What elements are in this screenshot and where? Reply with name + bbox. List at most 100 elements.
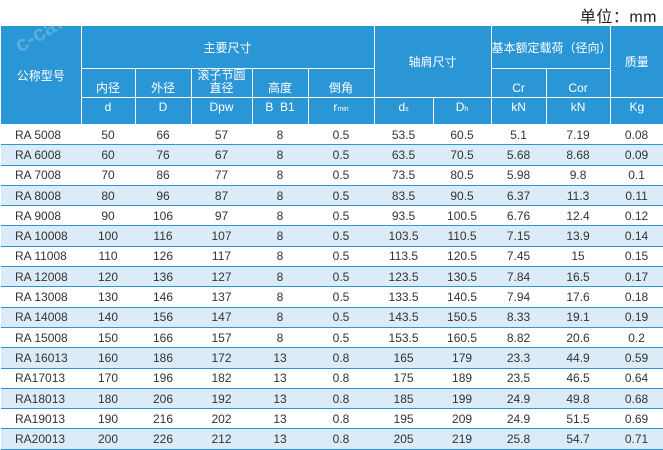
cell-cr: 23.5 xyxy=(491,368,547,389)
header-dpw-symbol: Dpw xyxy=(191,97,253,125)
cell-chamfer: 0.5 xyxy=(308,327,375,349)
cell-chamfer: 0.5 xyxy=(308,165,375,186)
header-main-dimensions: 主要尺寸 xyxy=(81,26,375,69)
cell-mass: 0.08 xyxy=(610,124,663,146)
cell-chamfer: 0.5 xyxy=(308,286,375,308)
header-r-symbol: rmin xyxy=(308,97,375,125)
cell-height: 13 xyxy=(252,408,308,430)
cell-dh: 90.5 xyxy=(433,185,492,207)
cell-cr: 7.94 xyxy=(491,286,547,308)
header-cor-unit: kN xyxy=(546,97,611,125)
cell-cor: 51.5 xyxy=(546,408,611,430)
cell-dpw: 192 xyxy=(191,388,252,410)
cell-ds: 103.5 xyxy=(374,225,434,247)
cell-mass: 0.59 xyxy=(610,347,663,369)
cell-height: 8 xyxy=(252,225,308,247)
cell-mass: 0.71 xyxy=(610,428,663,450)
cell-model: RA 14008 xyxy=(1,307,81,328)
header-b-symbol: B B1 xyxy=(252,97,309,125)
cell-dpw: 157 xyxy=(191,327,252,349)
cell-cr: 24.9 xyxy=(491,408,547,430)
cell-cr: 7.15 xyxy=(491,225,547,247)
cell-ds: 153.5 xyxy=(374,327,434,349)
cell-height: 13 xyxy=(252,347,308,369)
cell-model: RA 12008 xyxy=(1,266,81,288)
cell-cor: 20.6 xyxy=(546,327,611,349)
cell-inner-d: 170 xyxy=(81,368,135,389)
cell-dpw: 182 xyxy=(191,368,252,389)
table-row: RA 15008 150 166 157 8 0.5 153.5 160.5 8.82 20.6 0… xyxy=(1,327,663,349)
cell-outer-d: 66 xyxy=(135,124,191,146)
cell-outer-d: 186 xyxy=(135,347,191,369)
cell-outer-d: 196 xyxy=(135,368,191,389)
cell-outer-d: 156 xyxy=(135,307,191,328)
header-height: 高度 xyxy=(252,68,309,98)
cell-cr: 5.1 xyxy=(491,124,547,146)
cell-cr: 7.84 xyxy=(491,266,547,288)
cell-dpw: 57 xyxy=(191,124,252,146)
cell-outer-d: 86 xyxy=(135,165,191,186)
cell-chamfer: 0.8 xyxy=(308,408,375,430)
cell-dh: 60.5 xyxy=(433,124,492,146)
header-model: 公称型号 xyxy=(1,26,82,125)
table-row: RA 10008 100 116 107 8 0.5 103.5 110.5 7.15 13.9 0… xyxy=(1,225,663,247)
cell-model: RA 5008 xyxy=(1,124,81,146)
table-row: RA 13008 130 146 137 8 0.5 133.5 140.5 7.94 17.6 0… xyxy=(1,286,663,308)
header-roller-pitch-diameter: 滚子节圆直径 xyxy=(191,68,253,98)
cell-dh: 150.5 xyxy=(433,307,492,328)
cell-cor: 12.4 xyxy=(546,205,611,227)
cell-cor: 11.3 xyxy=(546,185,611,207)
cell-cor: 54.7 xyxy=(546,428,611,450)
cell-dpw: 117 xyxy=(191,246,252,268)
table-row: RA 12008 120 136 127 8 0.5 123.5 130.5 7.84 16.5 0… xyxy=(1,266,663,288)
header-outer-diameter: 外径 xyxy=(135,68,192,98)
cell-dh: 80.5 xyxy=(433,165,492,186)
cell-inner-d: 130 xyxy=(81,286,135,308)
cell-inner-d: 140 xyxy=(81,307,135,328)
cell-inner-d: 60 xyxy=(81,144,135,166)
header-D-symbol: D xyxy=(135,97,192,125)
table-row: RA 9008 90 106 97 8 0.5 93.5 100.5 6.76 12.4 0.12 xyxy=(1,205,663,227)
cell-inner-d: 120 xyxy=(81,266,135,288)
cell-outer-d: 166 xyxy=(135,327,191,349)
cell-chamfer: 0.5 xyxy=(308,185,375,207)
cell-outer-d: 216 xyxy=(135,408,191,430)
cell-chamfer: 0.8 xyxy=(308,388,375,410)
cell-dpw: 77 xyxy=(191,165,252,186)
cell-height: 8 xyxy=(252,327,308,349)
cell-chamfer: 0.8 xyxy=(308,428,375,450)
cell-height: 8 xyxy=(252,124,308,146)
cell-inner-d: 150 xyxy=(81,327,135,349)
header-inner-diameter: 内径 xyxy=(81,68,136,98)
cell-dpw: 147 xyxy=(191,307,252,328)
cell-inner-d: 160 xyxy=(81,347,135,369)
cell-cor: 13.9 xyxy=(546,225,611,247)
cell-dpw: 127 xyxy=(191,266,252,288)
cell-cr: 25.8 xyxy=(491,428,547,450)
cell-height: 8 xyxy=(252,165,308,186)
cell-dpw: 212 xyxy=(191,428,252,450)
cell-outer-d: 116 xyxy=(135,225,191,247)
cell-model: RA 8008 xyxy=(1,185,81,207)
cell-chamfer: 0.5 xyxy=(308,225,375,247)
cell-outer-d: 106 xyxy=(135,205,191,227)
cell-outer-d: 96 xyxy=(135,185,191,207)
cell-ds: 113.5 xyxy=(374,246,434,268)
cell-mass: 0.19 xyxy=(610,307,663,328)
cell-height: 8 xyxy=(252,246,308,268)
cell-mass: 0.12 xyxy=(610,205,663,227)
cell-inner-d: 90 xyxy=(81,205,135,227)
cell-mass: 0.1 xyxy=(610,165,663,186)
cell-dh: 219 xyxy=(433,428,492,450)
cell-cor: 17.6 xyxy=(546,286,611,308)
cell-dh: 179 xyxy=(433,347,492,369)
cell-dh: 100.5 xyxy=(433,205,492,227)
header-load-ratings: 基本额定载荷（径向） xyxy=(491,26,612,69)
cell-inner-d: 100 xyxy=(81,225,135,247)
cell-mass: 0.68 xyxy=(610,388,663,410)
cell-inner-d: 200 xyxy=(81,428,135,450)
cell-mass: 0.11 xyxy=(610,185,663,207)
table-row: RA17013 170 196 182 13 0.8 175 189 23.5 46.5 0.64 xyxy=(1,368,663,389)
cell-ds: 53.5 xyxy=(374,124,434,146)
cell-height: 8 xyxy=(252,307,308,328)
